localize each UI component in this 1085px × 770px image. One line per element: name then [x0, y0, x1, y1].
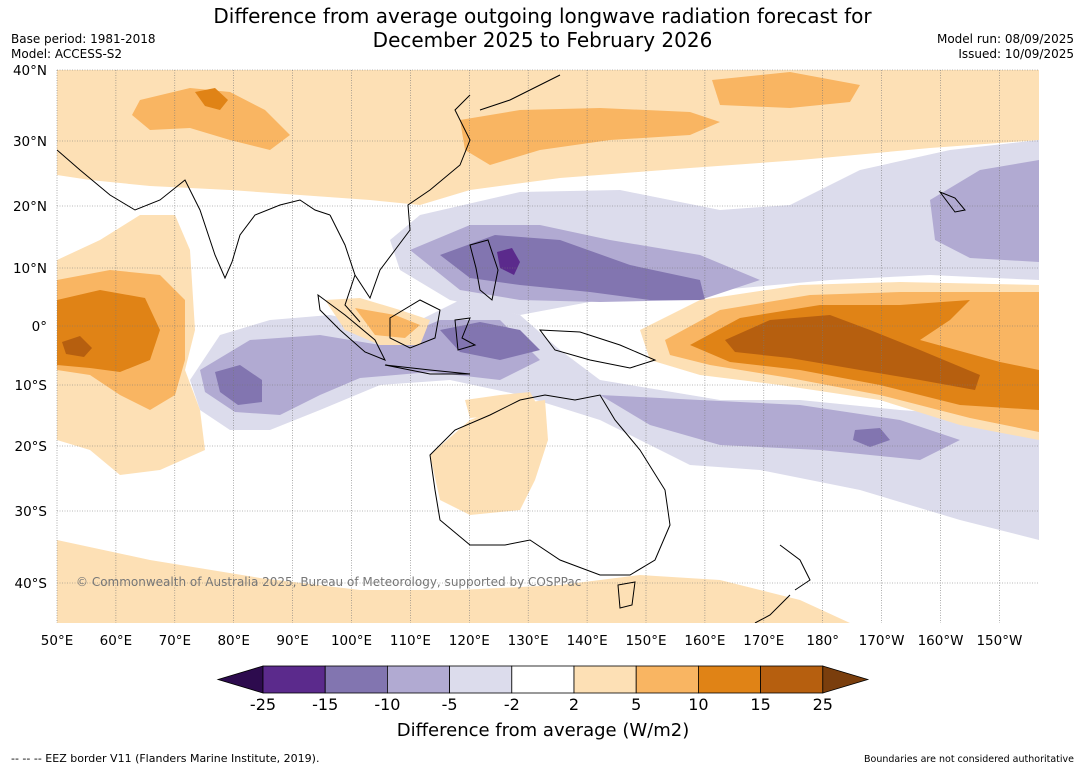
coast-sumatra	[317, 293, 387, 361]
coast-java	[384, 364, 471, 375]
lon-label: 70°E	[159, 633, 191, 649]
coast-philippines	[469, 239, 499, 301]
lon-label: 170°W	[859, 633, 905, 649]
anomaly-png-pos	[465, 392, 540, 418]
colorbar-under-arrow	[216, 665, 264, 694]
lon-label: 80°E	[217, 633, 249, 649]
anomaly-south-positive	[57, 540, 850, 623]
lat-label: 0°	[32, 319, 47, 335]
colorbar-segment	[573, 665, 637, 694]
lon-label: 150°E	[625, 633, 666, 649]
colorbar-tick: 2	[569, 695, 579, 714]
lon-label: 170°E	[743, 633, 784, 649]
anomaly-north-moderate-b	[460, 108, 720, 165]
anomaly-sp-neg-strong	[853, 428, 890, 447]
coast-japan	[479, 74, 561, 111]
lon-label: 140°E	[567, 633, 608, 649]
coast-arabia-india	[57, 149, 331, 280]
colorbar-tick: -10	[374, 695, 400, 714]
map-title: Difference from average outgoing longwav…	[0, 4, 1085, 52]
coast-malaya	[344, 274, 361, 323]
colorbar-tick: 10	[688, 695, 708, 714]
anomaly-north-strong	[195, 88, 228, 110]
coast-sulawesi	[454, 317, 477, 351]
lon-label: 120°E	[449, 633, 490, 649]
copyright-text: © Commonwealth of Australia 2025, Bureau…	[76, 575, 581, 589]
longitude-labels: 50°E 60°E 70°E 80°E 90°E 100°E 110°E 120°E 130°E…	[41, 633, 1023, 649]
base-period: Base period: 1981-2018	[11, 32, 156, 46]
lat-label: 30°N	[13, 134, 47, 150]
colorbar-segment	[449, 665, 513, 694]
graticule	[56, 69, 1039, 623]
title-line-2: December 2025 to February 2026	[372, 28, 713, 52]
coast-new-guinea	[538, 329, 657, 369]
colorbar-segment	[386, 665, 450, 694]
anomaly-australia-pos	[430, 400, 548, 515]
colorbar-tick: -2	[504, 695, 520, 714]
colorbar: -25 -15 -10 -5 -2 2 5 10 15 25	[216, 665, 870, 714]
eez-note: -- -- -- EEZ border V11 (Flanders Marine…	[11, 752, 320, 765]
lat-label: 40°S	[15, 576, 48, 592]
colorbar-over-arrow	[822, 665, 870, 694]
colorbar-tick: -5	[442, 695, 458, 714]
colorbar-segment	[324, 665, 388, 694]
colorbar-tick: 5	[631, 695, 641, 714]
colorbar-tick: 25	[813, 695, 833, 714]
lon-label: 90°E	[276, 633, 308, 649]
anomaly-indian-neg-strong	[215, 365, 262, 405]
colorbar-tick: -25	[250, 695, 276, 714]
colorbar-segment	[262, 665, 326, 694]
colorbar-segment	[760, 665, 824, 694]
colorbar-segment	[698, 665, 762, 694]
anomaly-wio-pos-strong	[57, 290, 160, 372]
lat-label: 30°S	[15, 504, 48, 520]
lat-label: 10°N	[13, 261, 47, 277]
colorbar-segment	[511, 665, 575, 694]
anomaly-north-moderate-a	[132, 88, 290, 150]
coast-borneo	[389, 299, 441, 349]
coastlines	[57, 74, 966, 623]
coast-tasmania	[617, 581, 636, 609]
colorbar-label: Difference from average (W/m2)	[397, 720, 689, 741]
anomaly-fields	[57, 70, 1039, 623]
coast-new-zealand	[754, 544, 811, 623]
model-run: Model run: 08/09/2025	[936, 32, 1074, 46]
coast-hawaii	[938, 190, 966, 213]
lon-label: 110°E	[390, 633, 431, 649]
model-name: Model: ACCESS-S2	[11, 47, 123, 61]
anomaly-mc-pos-moderate	[355, 308, 420, 338]
lat-label: 20°S	[15, 439, 48, 455]
anomaly-pacific-neg-moderate	[930, 160, 1039, 262]
colorbar-segment	[635, 665, 699, 694]
right-metadata: Model run: 08/09/2025 Issued: 10/09/2025	[937, 32, 1074, 62]
lat-label: 40°N	[13, 63, 47, 79]
lat-label: 20°N	[13, 199, 47, 215]
issued-date: Issued: 10/09/2025	[958, 47, 1074, 61]
anomaly-wio-pos-strongest	[62, 336, 92, 357]
lon-label: 150°W	[976, 633, 1022, 649]
lon-label: 160°W	[918, 633, 964, 649]
colorbar-tick: 15	[750, 695, 770, 714]
lon-label: 160°E	[684, 633, 725, 649]
lon-label: 180°	[806, 633, 839, 649]
lon-label: 50°E	[41, 633, 73, 649]
lon-label: 60°E	[100, 633, 132, 649]
title-line-1: Difference from average outgoing longwav…	[213, 4, 872, 28]
colorbar-tick: -15	[312, 695, 338, 714]
anomaly-cp-pos-strongest	[725, 315, 980, 390]
boundaries-note: Boundaries are not considered authoritat…	[864, 754, 1074, 765]
latitude-labels: 40°N 30°N 20°N 10°N 0° 10°S 20°S 30°S 40°S	[13, 63, 47, 592]
lon-label: 100°E	[331, 633, 372, 649]
lat-label: 10°S	[15, 378, 48, 394]
coast-australia	[429, 394, 671, 576]
left-metadata: Base period: 1981-2018 Model: ACCESS-S2	[11, 32, 156, 62]
lon-label: 130°E	[508, 633, 549, 649]
